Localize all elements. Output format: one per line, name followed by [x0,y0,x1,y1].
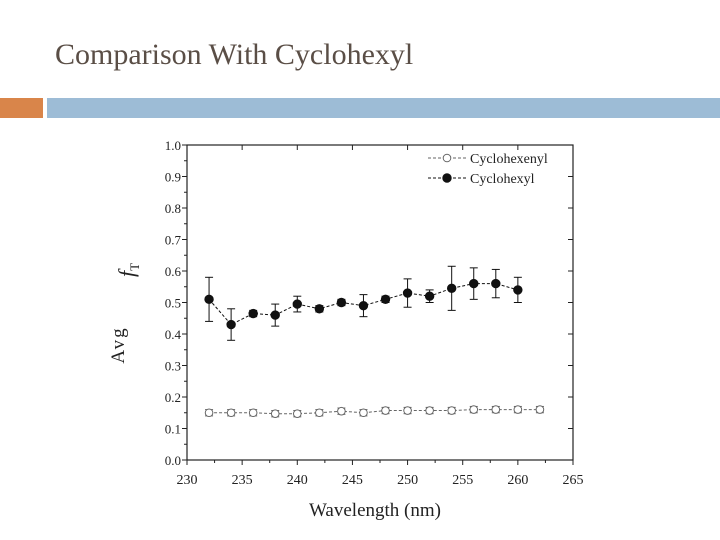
data-point [402,288,413,298]
legend-marker [442,153,452,163]
legend-marker [442,173,452,183]
data-point [315,408,324,418]
y-tick-label: 0.7 [165,233,182,248]
data-point [381,406,390,415]
x-tick-label: 240 [287,473,308,488]
slide-title: Comparison With Cyclohexyl [55,38,414,71]
data-point [403,406,412,415]
x-tick-label: 255 [452,473,473,488]
y-tick-label: 0.9 [165,170,181,185]
x-tick-label: 230 [177,473,198,488]
accent-bar [0,98,43,118]
y-tick-label: 0.1 [165,422,181,437]
data-point [226,319,236,330]
y-tick-label: 0.2 [165,390,181,405]
data-point [270,409,280,418]
data-point [226,408,236,418]
y-tick-label: 0.6 [165,264,182,279]
legend-label: Cyclohexyl [470,172,535,187]
y-tick-label: 0.3 [165,359,181,374]
x-tick-label: 260 [507,473,528,488]
data-point [447,406,456,415]
x-axis-label: Wavelength (nm) [309,500,441,521]
series-line [209,409,540,415]
data-point [358,300,369,311]
data-point [270,310,280,320]
y-tick-label: 0.0 [165,453,181,468]
data-point [248,408,258,418]
data-point [359,408,368,418]
data-point [424,291,435,301]
y-tick-label: 0.8 [165,201,181,216]
data-point [491,278,501,289]
data-point [292,299,302,309]
data-point [204,294,214,305]
y-tick-label: 1.0 [165,138,181,153]
x-tick-label: 250 [397,473,418,488]
header-bar [47,98,720,118]
data-point [336,297,347,308]
y-axis-label: fT [114,263,142,277]
data-point [337,406,346,416]
y-axis-symbol: f [114,268,139,277]
y-axis-subscript: T [127,263,142,271]
data-point [380,294,391,305]
data-point [314,304,325,314]
data-point [248,308,258,319]
data-point [513,285,523,295]
data-point [292,409,302,418]
data-point [204,408,214,418]
y-axis-avg-label: Avg [108,326,129,363]
x-tick-label: 265 [563,473,584,488]
y-tick-label: 0.5 [165,296,181,311]
x-tick-label: 235 [232,473,253,488]
y-tick-label: 0.4 [165,327,182,342]
data-point [491,405,501,414]
data-point [513,405,523,414]
legend-label: Cyclohexenyl [470,152,548,167]
data-point [425,406,434,415]
data-point [446,283,457,294]
data-point [469,405,479,414]
x-tick-label: 245 [342,473,363,488]
data-point [535,405,545,414]
data-point [469,278,479,289]
